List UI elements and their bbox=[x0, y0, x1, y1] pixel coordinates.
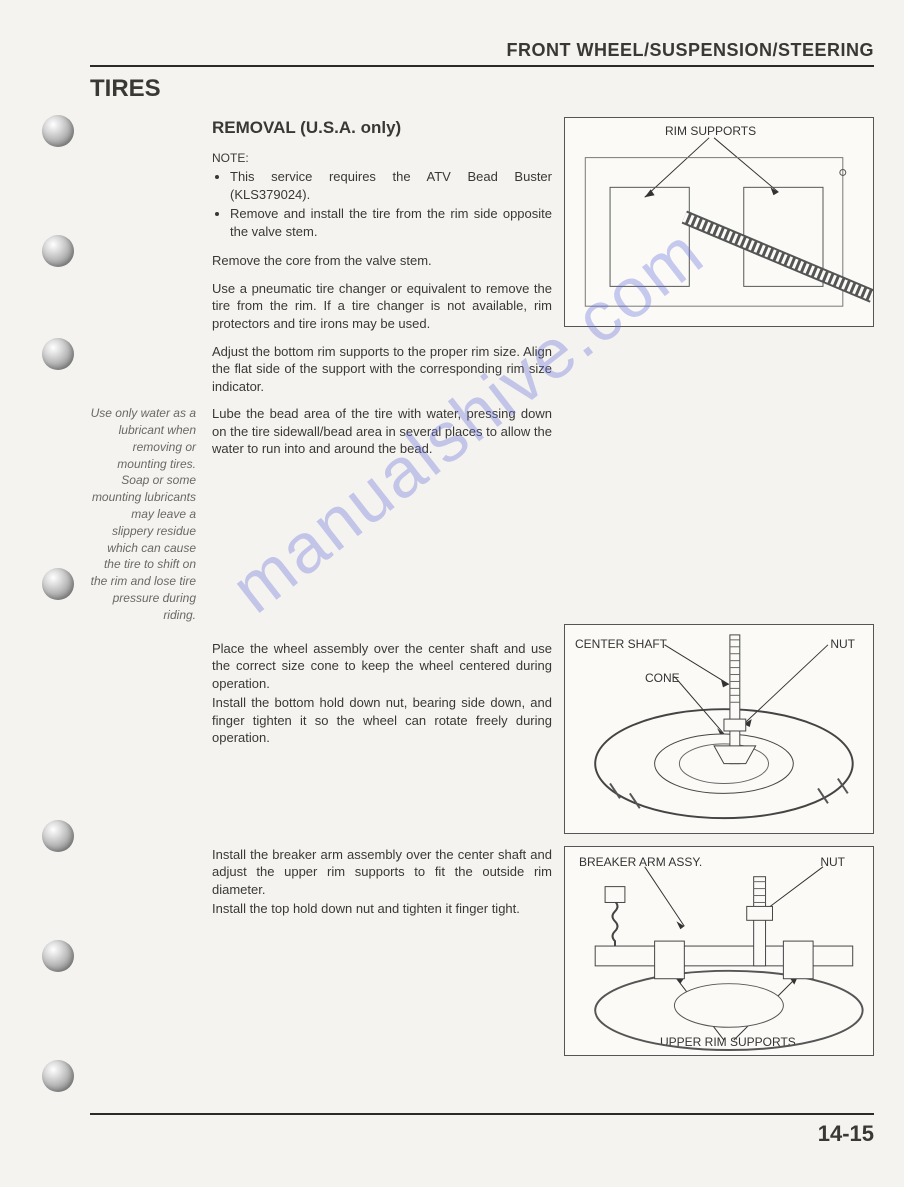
binder-hole bbox=[42, 115, 74, 147]
body-paragraph: Remove the core from the valve stem. bbox=[212, 252, 552, 270]
body-paragraph: Install the breaker arm assembly over th… bbox=[212, 846, 552, 899]
note-item: This service requires the ATV Bead Buste… bbox=[230, 168, 552, 203]
binder-hole bbox=[42, 1060, 74, 1092]
binder-hole bbox=[42, 820, 74, 852]
body-paragraph: Adjust the bottom rim supports to the pr… bbox=[212, 343, 552, 396]
figure-breaker-arm: BREAKER ARM ASSY. NUT UPPER RIM SUPPORTS bbox=[564, 846, 874, 1056]
note-item: Remove and install the tire from the rim… bbox=[230, 205, 552, 240]
figure-center-shaft: CENTER SHAFT NUT CONE bbox=[564, 624, 874, 834]
binder-hole bbox=[42, 338, 74, 370]
body-paragraph: Install the top hold down nut and tighte… bbox=[212, 900, 552, 918]
binder-hole bbox=[42, 940, 74, 972]
header-rule: FRONT WHEEL/SUSPENSION/STEERING bbox=[90, 40, 874, 67]
note-label: NOTE: bbox=[212, 150, 552, 166]
header-title: FRONT WHEEL/SUSPENSION/STEERING bbox=[506, 40, 874, 60]
page-number: 14-15 bbox=[818, 1121, 874, 1146]
body-paragraph: Use a pneumatic tire changer or equivale… bbox=[212, 280, 552, 333]
body-paragraph: Lube the bead area of the tire with wate… bbox=[212, 405, 552, 458]
subheading: REMOVAL (U.S.A. only) bbox=[212, 117, 552, 140]
page: FRONT WHEEL/SUSPENSION/STEERING TIRES RE… bbox=[0, 0, 904, 1187]
content-grid: REMOVAL (U.S.A. only) NOTE: This service… bbox=[90, 117, 874, 1068]
section-title: TIRES bbox=[90, 75, 874, 103]
binder-hole bbox=[42, 235, 74, 267]
footer-rule: 14-15 bbox=[90, 1113, 874, 1147]
figure-rim-supports: RIM SUPPORTS bbox=[564, 117, 874, 327]
binder-hole bbox=[42, 568, 74, 600]
margin-note: Use only water as a lubricant when remov… bbox=[90, 405, 200, 623]
body-paragraph: Install the bottom hold down nut, bearin… bbox=[212, 694, 552, 747]
note-list: This service requires the ATV Bead Buste… bbox=[212, 168, 552, 240]
body-paragraph: Place the wheel assembly over the center… bbox=[212, 640, 552, 693]
